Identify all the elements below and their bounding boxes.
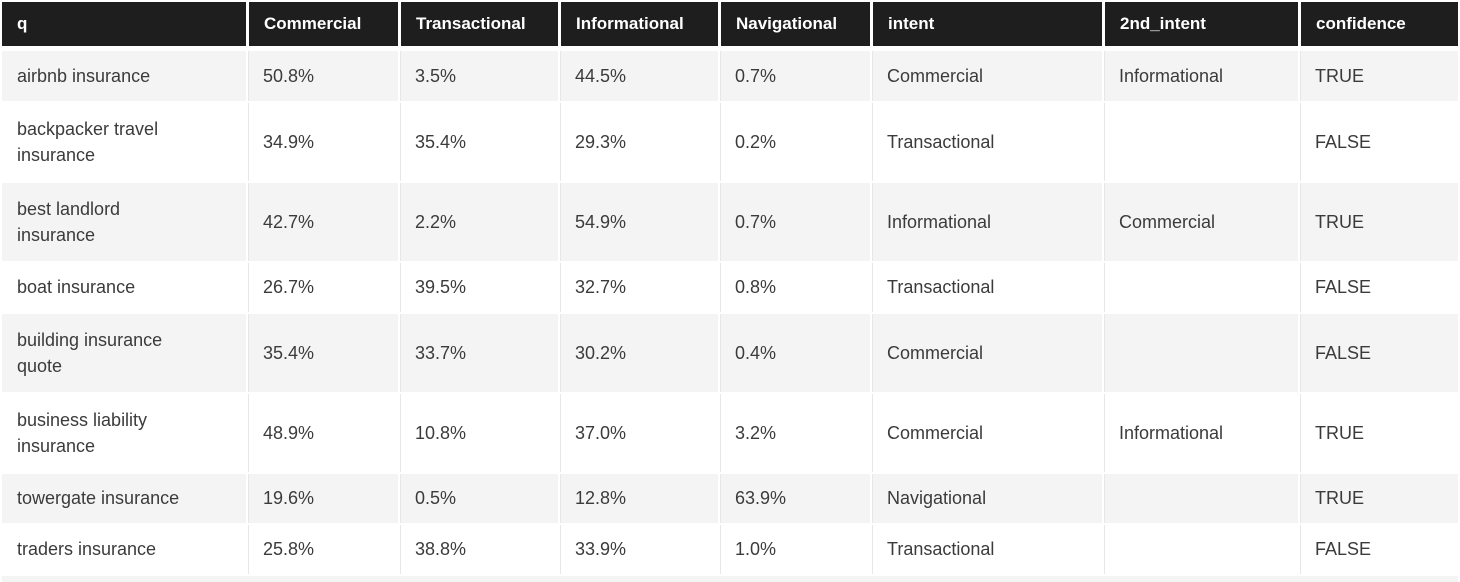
table-row: best landlord insurance 42.7% 2.2% 54.9%… — [2, 181, 1458, 261]
cell-intent: Navigational — [870, 472, 1102, 523]
cell-transactional: 3.5% — [398, 49, 558, 101]
table-row: backpacker travel insurance 34.9% 35.4% … — [2, 101, 1458, 181]
cell-transactional: 2.2% — [398, 181, 558, 261]
cell-commercial: 42.7% — [246, 181, 398, 261]
cell-commercial: 25.8% — [246, 523, 398, 574]
cell-commercial: 50.8% — [246, 49, 398, 101]
table-row: business liability insurance 48.9% 10.8%… — [2, 392, 1458, 472]
cell-commercial: 19.6% — [246, 472, 398, 523]
table-row: airbnb insurance 50.8% 3.5% 44.5% 0.7% C… — [2, 49, 1458, 101]
cell-informational: 32.7% — [558, 261, 718, 312]
cell-q: towergate insurance — [2, 472, 246, 523]
cell-transactional: 10.8% — [398, 392, 558, 472]
cell-q: backpacker travel insurance — [2, 101, 246, 181]
cell-transactional: 38.8% — [398, 523, 558, 574]
cell-intent: Transactional — [870, 523, 1102, 574]
cell-navigational: 0.8% — [718, 261, 870, 312]
cell-second-intent — [1102, 261, 1298, 312]
cell-navigational: 1.0% — [718, 523, 870, 574]
cell-navigational: 0.7% — [718, 49, 870, 101]
cell-q: building insurance quote — [2, 312, 246, 392]
cell-commercial: 35.4% — [246, 312, 398, 392]
column-header-intent: intent — [870, 2, 1102, 49]
table-row: traders insurance 25.8% 38.8% 33.9% 1.0%… — [2, 523, 1458, 574]
cell-informational: 44.5% — [558, 49, 718, 101]
cell-second-intent — [1102, 312, 1298, 392]
cell-navigational: 0.7% — [718, 181, 870, 261]
cell-intent: Commercial — [870, 392, 1102, 472]
cell-transactional: 33.7% — [398, 312, 558, 392]
column-header-transactional: Transactional — [398, 2, 558, 49]
cell-intent: Transactional — [870, 261, 1102, 312]
cell-second-intent: Commercial — [1102, 181, 1298, 261]
cell-q: traders insurance — [2, 523, 246, 574]
cell-commercial: 34.9% — [246, 101, 398, 181]
cell-navigational: 63.9% — [718, 472, 870, 523]
cell-intent: Commercial — [870, 312, 1102, 392]
cell-informational: 37.0% — [558, 392, 718, 472]
table-row: boat insurance 26.7% 39.5% 32.7% 0.8% Tr… — [2, 261, 1458, 312]
cell-confidence: TRUE — [1298, 392, 1458, 472]
cell-informational: 54.9% — [558, 181, 718, 261]
cell-second-intent: Informational — [1102, 49, 1298, 101]
cell-commercial: 26.7% — [246, 261, 398, 312]
column-header-navigational: Navigational — [718, 2, 870, 49]
column-header-confidence: confidence — [1298, 2, 1458, 49]
cell-second-intent — [1102, 523, 1298, 574]
cell-q: best landlord insurance — [2, 181, 246, 261]
cell-transactional: 35.4% — [398, 101, 558, 181]
table-header-row: q Commercial Transactional Informational… — [2, 2, 1458, 49]
cell-informational: 33.9% — [558, 523, 718, 574]
column-header-informational: Informational — [558, 2, 718, 49]
column-header-q: q — [2, 2, 246, 49]
cell-informational: 12.8% — [558, 472, 718, 523]
cell-intent: Informational — [870, 181, 1102, 261]
cell-confidence: FALSE — [1298, 101, 1458, 181]
cell-q: boat insurance — [2, 261, 246, 312]
cell-intent: Transactional — [870, 101, 1102, 181]
column-header-commercial: Commercial — [246, 2, 398, 49]
cell-confidence: TRUE — [1298, 181, 1458, 261]
cell-q: airbnb insurance — [2, 49, 246, 101]
cell-confidence: FALSE — [1298, 312, 1458, 392]
cell-transactional: 0.5% — [398, 472, 558, 523]
cell-confidence: FALSE — [1298, 523, 1458, 574]
column-header-2nd-intent: 2nd_intent — [1102, 2, 1298, 49]
cell-commercial: 48.9% — [246, 392, 398, 472]
cell-navigational: 3.2% — [718, 392, 870, 472]
cell-informational: 30.2% — [558, 312, 718, 392]
table-row: towergate insurance 19.6% 0.5% 12.8% 63.… — [2, 472, 1458, 523]
cell-confidence: TRUE — [1298, 472, 1458, 523]
cell-navigational: 0.4% — [718, 312, 870, 392]
cell-confidence: FALSE — [1298, 261, 1458, 312]
cell-second-intent: Informational — [1102, 392, 1298, 472]
cell-q: business liability insurance — [2, 392, 246, 472]
cell-informational: 29.3% — [558, 101, 718, 181]
cell-second-intent — [1102, 101, 1298, 181]
cell-navigational: 0.2% — [718, 101, 870, 181]
cell-intent: Commercial — [870, 49, 1102, 101]
cell-transactional: 39.5% — [398, 261, 558, 312]
cell-second-intent — [1102, 472, 1298, 523]
table-row: building insurance quote 35.4% 33.7% 30.… — [2, 312, 1458, 392]
bottom-partial-row — [2, 576, 1458, 582]
cell-confidence: TRUE — [1298, 49, 1458, 101]
